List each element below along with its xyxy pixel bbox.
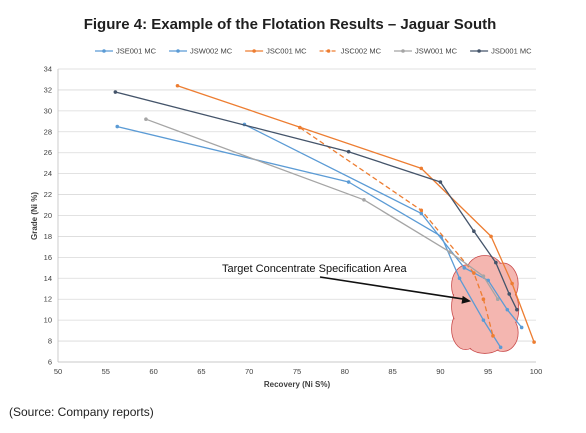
legend-label: JSD001 MC [491, 47, 532, 56]
grid-lines [58, 68, 536, 363]
data-point [494, 260, 498, 265]
data-point [144, 117, 148, 122]
y-tick-label: 22 [44, 190, 52, 199]
data-point [498, 345, 503, 350]
target-spec-region [451, 255, 520, 354]
legend-label: JSW001 MC [415, 47, 458, 56]
data-point [491, 334, 495, 338]
data-point [115, 124, 120, 129]
legend-item: JSE001 MC [95, 47, 157, 56]
series-jsc001-mc [175, 83, 536, 344]
data-point [346, 149, 351, 154]
series-jsd001-mc [113, 90, 519, 312]
legend-swatch-marker [477, 49, 481, 53]
data-point [113, 90, 118, 94]
y-tick-label: 34 [44, 65, 52, 74]
legend-label: JSE001 MC [116, 47, 157, 56]
data-point [510, 281, 514, 286]
x-tick-label: 90 [436, 367, 444, 376]
x-tick-label: 60 [149, 367, 157, 376]
data-point [462, 266, 467, 270]
data-point [481, 318, 486, 322]
data-point [472, 229, 476, 233]
legend-label: JSC001 MC [266, 47, 307, 56]
y-tick-label: 28 [44, 127, 52, 136]
series-lines [113, 83, 536, 350]
series-jsw001-mc [144, 117, 500, 302]
annotation-arrow-line [319, 276, 466, 301]
y-tick-label: 20 [44, 211, 52, 220]
y-tick-label: 12 [44, 295, 52, 304]
data-point [175, 83, 180, 88]
y-tick-label: 6 [48, 358, 52, 367]
x-tick-label: 70 [245, 367, 253, 376]
legend-swatch-marker [102, 49, 106, 53]
legend-swatch-marker [401, 49, 405, 53]
source-note: (Source: Company reports) [9, 405, 154, 419]
data-point [519, 325, 524, 330]
data-point [489, 234, 493, 239]
legend-item: JSC002 MC [319, 47, 382, 56]
annotation-text: Target Concentrate Specification Area [222, 263, 408, 275]
legend-swatch-marker [252, 49, 256, 53]
y-tick-label: 18 [44, 232, 52, 241]
x-tick-label: 75 [293, 367, 301, 376]
y-tick-label: 26 [44, 148, 52, 157]
data-point [298, 125, 302, 130]
legend-label: JSC002 MC [341, 47, 382, 56]
data-point [495, 297, 500, 302]
x-tick-label: 100 [530, 367, 543, 376]
x-tick-label: 95 [484, 367, 492, 376]
chart-annotation: Target Concentrate Specification Area [222, 263, 471, 304]
chart-title: Figure 4: Example of the Flotation Resul… [84, 16, 497, 33]
x-tick-label: 55 [102, 367, 110, 376]
data-point [362, 198, 366, 202]
y-tick-label: 24 [44, 169, 52, 178]
x-tick-label: 85 [388, 367, 396, 376]
data-point [457, 276, 462, 281]
y-tick-label: 32 [44, 85, 52, 94]
annotation-arrow-head [461, 295, 471, 304]
data-point [448, 250, 452, 254]
chart-axes [57, 69, 536, 363]
data-point [419, 208, 424, 213]
y-tick-label: 10 [44, 316, 52, 325]
data-point [419, 211, 424, 216]
y-tick-label: 8 [48, 337, 52, 346]
x-axis-label: Recovery (Ni S%) [264, 380, 331, 389]
data-point [438, 180, 443, 184]
data-point [507, 292, 512, 296]
legend-item: JSC001 MC [245, 47, 307, 56]
legend-label: JSW002 MC [190, 47, 233, 56]
chart-legend: JSE001 MC JSW002 MC JSC001 MC JSC002 MC JSW0… [95, 47, 532, 56]
data-point [481, 297, 486, 302]
x-tick-label: 50 [54, 367, 62, 376]
y-tick-label: 30 [44, 106, 52, 115]
data-point [515, 307, 519, 312]
x-tick-label: 80 [341, 367, 349, 376]
y-axis-label: Grade (Ni %) [30, 192, 39, 240]
series-line [117, 125, 502, 348]
x-tick-label: 65 [197, 367, 205, 376]
y-tick-label: 14 [44, 274, 52, 283]
data-point [346, 180, 351, 184]
data-point [481, 274, 486, 278]
series-line [244, 123, 523, 328]
series-jse001-mc [115, 124, 503, 350]
y-tick-label: 16 [44, 253, 52, 262]
legend-item: JSD001 MC [470, 47, 532, 56]
data-point [419, 166, 424, 171]
target-spec-cloud [451, 255, 520, 354]
legend-item: JSW001 MC [394, 47, 458, 56]
series-jsc002-mc [298, 125, 495, 338]
data-point [505, 307, 510, 312]
legend-item: JSW002 MC [169, 47, 233, 56]
data-point [472, 271, 476, 275]
tick-labels: 6 8 10 12 14 16 18 20 22 24 26 28 30 32 34 50 55 60 65 70 75… [44, 65, 543, 377]
legend-swatch-marker [176, 49, 180, 53]
legend-swatch-marker [326, 49, 331, 53]
data-point [532, 340, 536, 344]
